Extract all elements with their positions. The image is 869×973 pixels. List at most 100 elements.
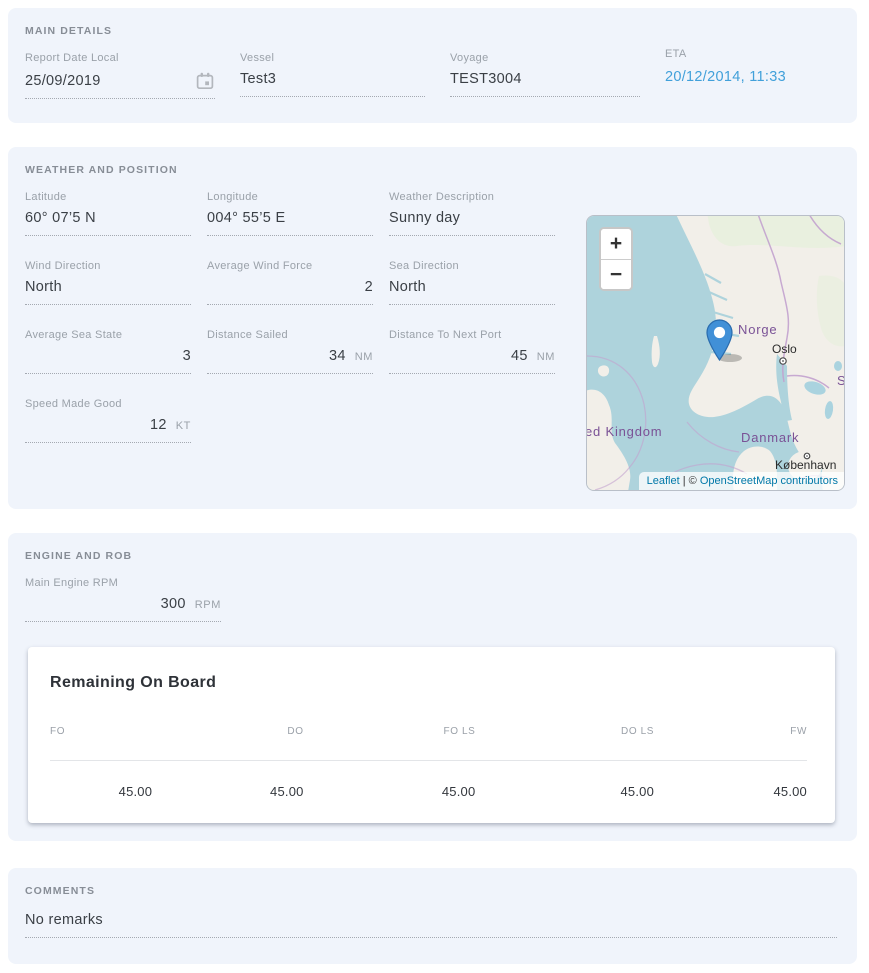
field-distance-to-next-port: Distance To Next Port 45 NM [389,329,555,374]
map-zoom-out-button[interactable]: − [601,259,631,289]
leaflet-link[interactable]: Leaflet [646,475,680,487]
distance-to-next-port-input[interactable]: 45 NM [389,348,555,374]
rob-value-fols: 45.00 [441,784,476,799]
speed-made-good-label: Speed Made Good [25,398,122,410]
rob-value-fo: 45.00 [118,784,153,799]
map-land-scandinavia [676,216,844,470]
map-forest-patch-right [816,275,844,347]
distance-sailed-label: Distance Sailed [207,329,288,341]
rob-value-do: 45.00 [270,784,304,799]
field-eta: ETA 20/12/2014, 11:33 [665,48,837,99]
map-island-orkney [597,365,610,377]
vessel-position-marker-icon[interactable] [704,318,746,362]
rob-col-fw: FW [654,706,807,761]
attribution-separator: | © [679,475,700,487]
latitude-value: 60° 07’5 N [25,210,96,226]
sea-direction-input[interactable]: North [389,279,555,305]
comments-title: COMMENTS [25,885,96,897]
map-forest-patch-top [707,216,844,248]
rob-col-fo: FO [50,706,153,761]
field-vessel: Vessel Test3 [240,52,425,99]
distance-sailed-input[interactable]: 34 NM [207,348,373,374]
vessel-input[interactable]: Test3 [240,71,425,97]
main-engine-rpm-input[interactable]: 300 RPM [25,596,221,622]
rob-table: FO DO FO LS DO LS FW 45.00 45.00 45.00 4… [50,706,807,823]
rob-header-row: FO DO FO LS DO LS FW [50,706,807,761]
map-zoom-in-button[interactable]: + [601,229,631,259]
map-oslofjord [776,354,792,421]
engine-title: ENGINE AND ROB [25,550,133,562]
field-voyage: Voyage TEST3004 [450,52,640,99]
average-sea-state-label: Average Sea State [25,329,123,341]
speed-made-good-unit: KT [175,420,191,432]
rob-value-dols: 45.00 [620,784,655,799]
rob-card-title: Remaining On Board [50,674,217,691]
longitude-value: 004° 55’5 E [207,210,286,226]
section-weather-position: WEATHER AND POSITION Latitude 60° 07’5 N… [8,147,857,509]
field-comments: No remarks [25,912,837,938]
field-sea-direction: Sea Direction North [389,260,555,305]
field-weather-description: Weather Description Sunny day [389,191,555,236]
map-zoom-control: + − [599,227,633,291]
section-comments: COMMENTS No remarks [8,868,857,964]
position-map[interactable]: Norge Oslo S Danmark København ed Kingdo… [586,215,845,491]
speed-made-good-input[interactable]: 12 KT [25,417,191,443]
rob-col-fols: FO LS [303,706,476,761]
calendar-button[interactable] [195,71,215,91]
distance-sailed-unit: NM [354,351,373,363]
longitude-label: Longitude [207,191,259,203]
wind-direction-label: Wind Direction [25,260,101,272]
rob-col-dols: DO LS [475,706,655,761]
wind-direction-input[interactable]: North [25,279,191,305]
voyage-label: Voyage [450,52,489,64]
report-date-label: Report Date Local [25,52,119,64]
voyage-value: TEST3004 [450,71,522,87]
weather-title: WEATHER AND POSITION [25,164,178,176]
map-label-danmark: Danmark [741,430,799,445]
wind-direction-value: North [25,279,62,295]
map-land-uk [587,389,631,490]
latitude-label: Latitude [25,191,67,203]
field-average-wind-force: Average Wind Force 2 [207,260,373,305]
rob-col-do: DO [152,706,304,761]
average-wind-force-input[interactable]: 2 [207,279,373,305]
eta-label: ETA [665,48,687,60]
rob-value-row: 45.00 45.00 45.00 45.00 45.00 [50,761,807,824]
comments-input[interactable]: No remarks [25,912,837,938]
map-label-united-kingdom: ed Kingdom [587,424,662,439]
field-speed-made-good: Speed Made Good 12 KT [25,398,191,443]
comments-value: No remarks [25,912,103,928]
calendar-icon [196,72,214,90]
voyage-input[interactable]: TEST3004 [450,71,640,97]
weather-description-input[interactable]: Sunny day [389,210,555,236]
main-details-fields: Report Date Local 25/09/2019 Vessel [25,48,837,99]
map-attribution: Leaflet | © OpenStreetMap contributors [638,472,844,490]
sea-direction-label: Sea Direction [389,260,459,272]
map-city-markers [779,357,811,460]
distance-to-next-port-unit: NM [536,351,555,363]
map-island [651,336,660,368]
average-sea-state-input[interactable]: 3 [25,348,191,374]
distance-sailed-value: 34 [328,348,346,364]
vessel-value: Test3 [240,71,277,87]
rob-value-fw: 45.00 [773,784,807,799]
average-wind-force-label: Average Wind Force [207,260,313,272]
map-label-kobenhavn: København [775,458,836,472]
report-date-input[interactable]: 25/09/2019 [25,71,215,99]
field-latitude: Latitude 60° 07’5 N [25,191,191,236]
osm-contributors-link[interactable]: OpenStreetMap contributors [699,475,838,487]
main-engine-rpm-unit: RPM [194,599,221,611]
eta-value: 20/12/2014, 11:33 [665,69,786,85]
remaining-on-board-card: Remaining On Board FO DO FO LS DO LS FW [28,647,835,823]
latitude-input[interactable]: 60° 07’5 N [25,210,191,236]
field-main-engine-rpm: Main Engine RPM 300 RPM [25,577,221,622]
longitude-input[interactable]: 004° 55’5 E [207,210,373,236]
distance-to-next-port-label: Distance To Next Port [389,329,502,341]
main-details-title: MAIN DETAILS [25,25,113,37]
report-date-value: 25/09/2019 [25,73,101,89]
weather-description-value: Sunny day [389,210,461,226]
map-label-sverige: S [837,373,845,388]
map-tiles: Norge Oslo S Danmark København ed Kingdo… [587,216,845,490]
average-wind-force-value: 2 [364,279,373,295]
